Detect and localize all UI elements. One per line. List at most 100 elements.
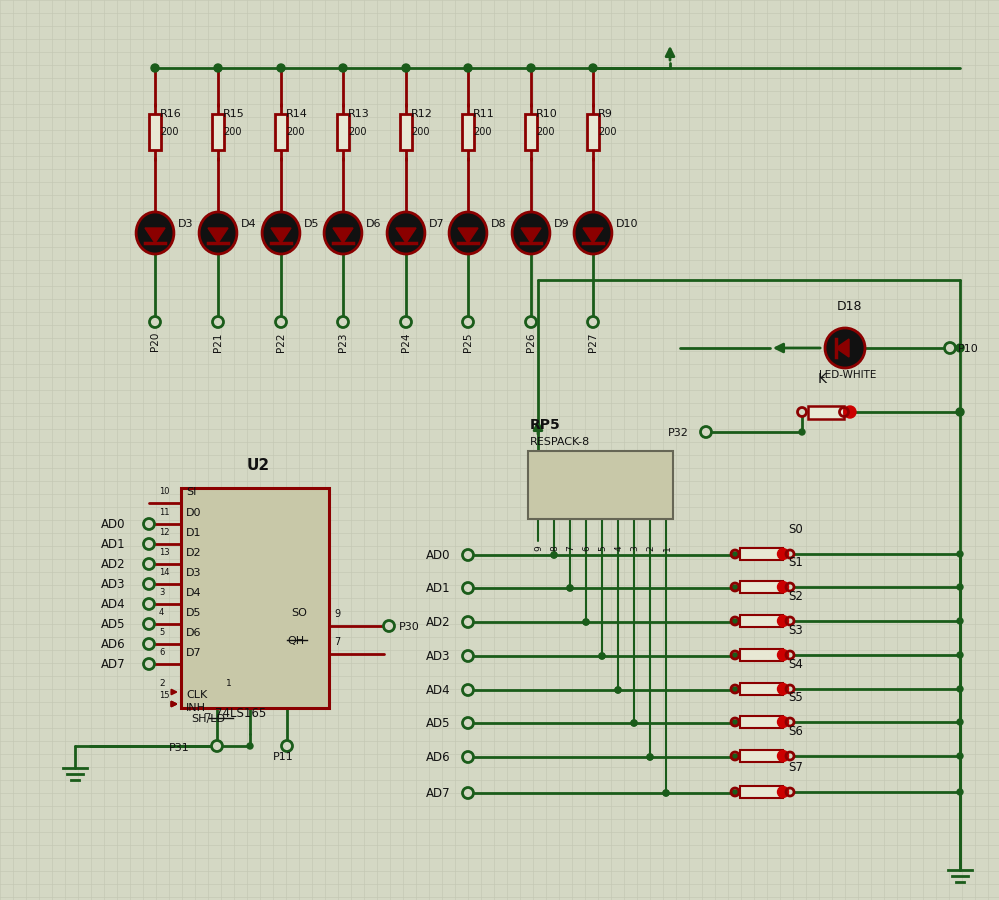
- Circle shape: [463, 317, 474, 328]
- Circle shape: [731, 583, 739, 591]
- Circle shape: [463, 550, 474, 561]
- Text: 200: 200: [473, 127, 492, 137]
- Text: 2: 2: [159, 679, 165, 688]
- Text: AD5: AD5: [426, 717, 451, 730]
- Circle shape: [583, 619, 589, 625]
- Text: AD6: AD6: [426, 751, 451, 764]
- Circle shape: [647, 754, 653, 760]
- Circle shape: [732, 790, 738, 796]
- Text: P24: P24: [401, 332, 411, 352]
- Circle shape: [402, 64, 410, 72]
- Circle shape: [957, 753, 963, 759]
- Text: 7: 7: [566, 545, 575, 551]
- Text: LED-WHITE: LED-WHITE: [819, 370, 876, 380]
- Circle shape: [957, 584, 963, 590]
- Text: D5: D5: [186, 608, 202, 618]
- Circle shape: [732, 720, 738, 726]
- Circle shape: [599, 653, 605, 659]
- Circle shape: [786, 583, 794, 591]
- Text: 1: 1: [662, 545, 671, 551]
- Text: D7: D7: [186, 648, 202, 658]
- Bar: [740, 615, 783, 627]
- Text: AD2: AD2: [426, 616, 451, 629]
- Ellipse shape: [387, 212, 425, 254]
- Circle shape: [583, 619, 589, 625]
- Circle shape: [213, 317, 224, 328]
- Text: SH/LD: SH/LD: [191, 714, 225, 724]
- Text: 3: 3: [159, 588, 165, 597]
- Bar: [275, 114, 287, 150]
- Circle shape: [957, 652, 963, 658]
- Circle shape: [786, 651, 794, 659]
- Text: 15: 15: [159, 691, 170, 700]
- Text: AD3: AD3: [426, 650, 451, 663]
- Text: 6: 6: [159, 648, 165, 657]
- Ellipse shape: [512, 212, 549, 254]
- Text: 4: 4: [159, 608, 164, 617]
- Circle shape: [212, 741, 223, 751]
- Ellipse shape: [199, 212, 237, 254]
- Text: P25: P25: [463, 332, 473, 352]
- Text: D4: D4: [186, 588, 202, 598]
- Text: AD4: AD4: [101, 598, 126, 611]
- Bar: [740, 581, 783, 593]
- Bar: [808, 406, 844, 419]
- Text: D7: D7: [429, 219, 445, 229]
- Text: R10: R10: [536, 109, 557, 119]
- Polygon shape: [333, 228, 353, 243]
- Text: R16: R16: [160, 109, 182, 119]
- Circle shape: [463, 651, 474, 661]
- Bar: [462, 114, 474, 150]
- Text: P30: P30: [399, 622, 420, 632]
- Circle shape: [777, 581, 788, 592]
- Text: P10: P10: [958, 344, 979, 354]
- Text: D2: D2: [186, 548, 202, 558]
- Circle shape: [844, 406, 856, 418]
- Text: AD2: AD2: [101, 558, 126, 571]
- Circle shape: [277, 64, 285, 72]
- Bar: [525, 114, 537, 150]
- Text: 1: 1: [226, 679, 232, 688]
- Text: SI: SI: [186, 487, 197, 497]
- Ellipse shape: [574, 212, 612, 254]
- Bar: [587, 114, 599, 150]
- Ellipse shape: [324, 212, 362, 254]
- Circle shape: [463, 582, 474, 593]
- Text: R15: R15: [223, 109, 245, 119]
- Text: 13: 13: [159, 548, 170, 557]
- Circle shape: [732, 585, 738, 591]
- Bar: [740, 786, 783, 798]
- Text: D8: D8: [491, 219, 506, 229]
- Circle shape: [551, 552, 557, 558]
- Text: 9: 9: [534, 545, 543, 551]
- Text: R13: R13: [348, 109, 370, 119]
- Bar: [337, 114, 349, 150]
- Circle shape: [956, 344, 964, 352]
- Circle shape: [587, 317, 598, 328]
- Circle shape: [731, 788, 739, 796]
- Ellipse shape: [450, 212, 487, 254]
- Circle shape: [144, 579, 155, 590]
- Text: INH_: INH_: [186, 702, 212, 713]
- Text: 14: 14: [159, 568, 170, 577]
- Text: AD5: AD5: [101, 618, 126, 631]
- Circle shape: [144, 598, 155, 609]
- Circle shape: [384, 620, 395, 632]
- Text: D3: D3: [178, 219, 194, 229]
- Circle shape: [839, 408, 848, 417]
- Circle shape: [214, 64, 222, 72]
- Polygon shape: [145, 228, 165, 243]
- Text: 200: 200: [598, 127, 616, 137]
- Circle shape: [150, 317, 161, 328]
- Circle shape: [339, 64, 347, 72]
- Text: S4: S4: [788, 658, 803, 671]
- Text: S1: S1: [788, 556, 803, 569]
- Text: D5: D5: [304, 219, 320, 229]
- Text: 74LS165: 74LS165: [215, 707, 267, 720]
- Circle shape: [464, 64, 472, 72]
- Bar: [740, 649, 783, 661]
- Circle shape: [567, 585, 573, 591]
- Text: SO: SO: [291, 608, 307, 618]
- Text: 3: 3: [630, 545, 639, 551]
- Circle shape: [615, 687, 621, 693]
